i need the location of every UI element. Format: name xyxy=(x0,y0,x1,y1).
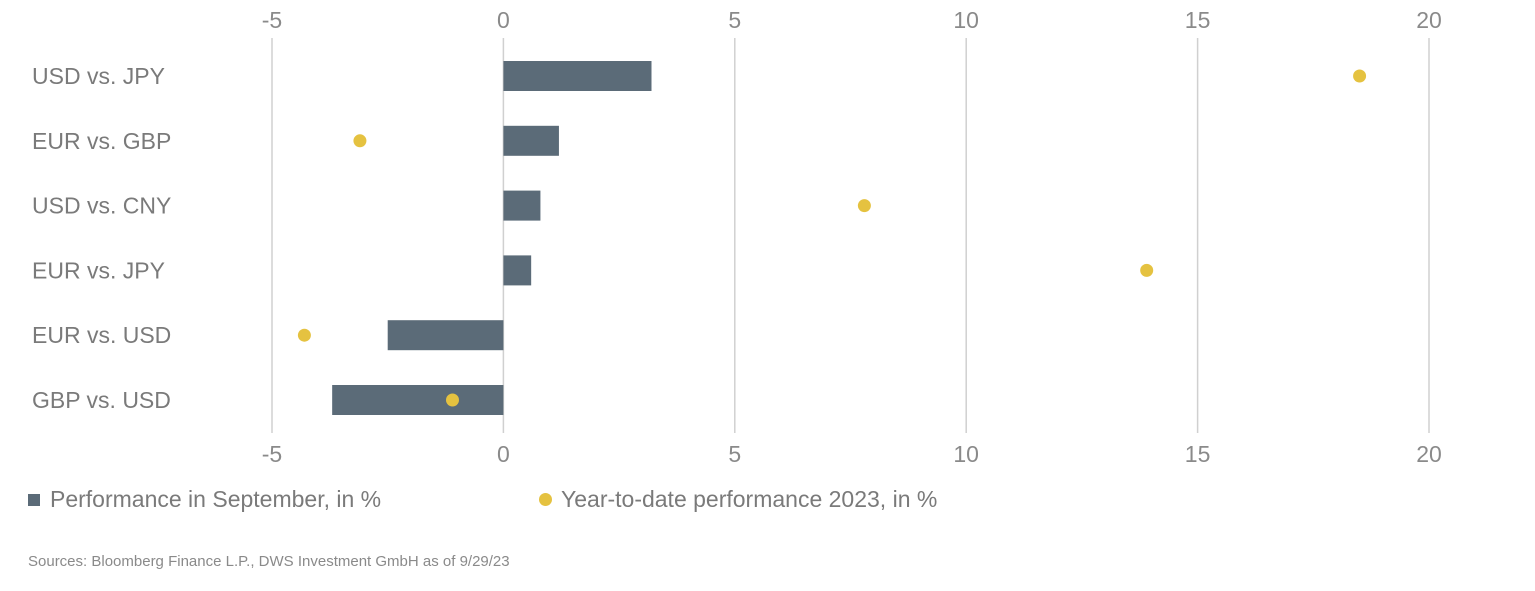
bar xyxy=(503,190,541,221)
legend-item-september: Performance in September, in % xyxy=(28,486,381,513)
ytd-dot xyxy=(353,134,367,148)
category-label: EUR vs. USD xyxy=(32,322,171,348)
category-label: USD vs. CNY xyxy=(32,193,171,219)
ytd-performance-dots xyxy=(297,69,1367,407)
grid-lines xyxy=(271,38,1430,433)
ytd-dot xyxy=(1353,69,1367,83)
bottom-axis-tick-labels: -5 0 5 10 15 20 xyxy=(262,441,1442,467)
bottom-tick-label: 0 xyxy=(497,441,510,467)
bottom-tick-label: 15 xyxy=(1185,441,1211,467)
category-label: EUR vs. GBP xyxy=(32,128,171,154)
ytd-dot xyxy=(857,199,871,213)
ytd-dot xyxy=(1140,263,1154,277)
top-tick-label: -5 xyxy=(262,7,282,33)
ytd-dot xyxy=(445,393,459,407)
legend-label-september: Performance in September, in % xyxy=(50,486,382,512)
ytd-dot xyxy=(297,328,311,342)
top-tick-label: 10 xyxy=(953,7,979,33)
bottom-tick-label: 10 xyxy=(953,441,979,467)
legend-label-ytd: Year-to-date performance 2023, in % xyxy=(561,486,938,512)
category-labels: USD vs. JPY EUR vs. GBP USD vs. CNY EUR vs.… xyxy=(32,63,171,413)
top-tick-label: 0 xyxy=(497,7,510,33)
bar xyxy=(503,125,559,156)
bar xyxy=(503,255,532,286)
source-note: Sources: Bloomberg Finance L.P., DWS Inv… xyxy=(28,553,510,570)
bar xyxy=(332,385,504,415)
legend-item-ytd: Year-to-date performance 2023, in % xyxy=(539,486,937,513)
top-tick-label: 5 xyxy=(728,7,741,33)
bottom-tick-label: 5 xyxy=(728,441,741,467)
category-label: GBP vs. USD xyxy=(32,387,171,413)
chart: -5 0 5 10 15 20 -5 0 5 10 15 20 USD vs. JPY EUR vs.… xyxy=(32,7,1442,467)
category-label: EUR vs. JPY xyxy=(32,257,165,283)
bar xyxy=(387,320,504,351)
september-performance-bars xyxy=(332,61,652,415)
top-tick-label: 20 xyxy=(1416,7,1442,33)
bottom-tick-label: -5 xyxy=(262,441,282,467)
top-axis-tick-labels: -5 0 5 10 15 20 xyxy=(262,7,1442,33)
top-tick-label: 15 xyxy=(1185,7,1211,33)
bar xyxy=(503,61,652,91)
bar-swatch-icon xyxy=(28,493,40,506)
bottom-tick-label: 20 xyxy=(1416,441,1442,467)
category-label: USD vs. JPY xyxy=(32,63,165,89)
dot-swatch-icon xyxy=(539,493,552,506)
